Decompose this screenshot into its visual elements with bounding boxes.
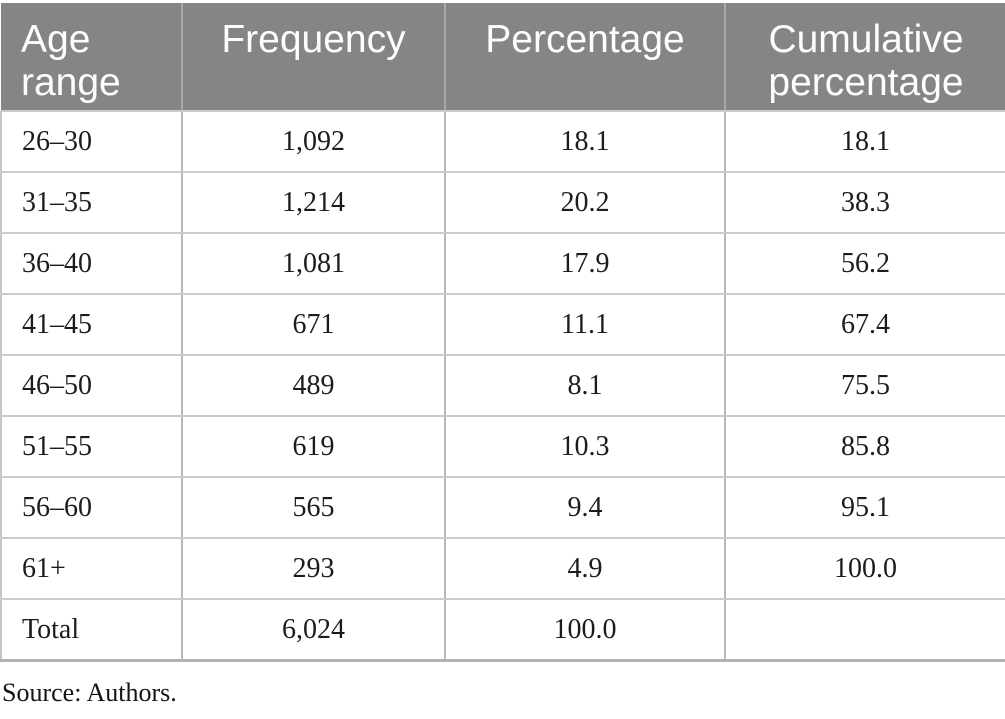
table-row: 46–50 489 8.1 75.5 xyxy=(0,354,1005,417)
table-row: 51–55 619 10.3 85.8 xyxy=(0,415,1005,478)
table-row: 56–60 565 9.4 95.1 xyxy=(0,476,1005,539)
table-cell: 489 xyxy=(181,354,446,417)
table-cell: 75.5 xyxy=(724,354,1005,417)
table-cell: 17.9 xyxy=(444,232,726,295)
table-cell: 67.4 xyxy=(724,293,1005,356)
table-cell: 95.1 xyxy=(724,476,1005,539)
table-cell: 85.8 xyxy=(724,415,1005,478)
table-cell xyxy=(724,598,1005,662)
table-cell: 293 xyxy=(181,537,446,600)
table-cell: 10.3 xyxy=(444,415,726,478)
table-row: 26–30 1,092 18.1 18.1 xyxy=(0,110,1005,173)
header-cell-age-range: Age range xyxy=(1,3,182,112)
table-cell: 18.1 xyxy=(444,110,726,173)
table-cell: 1,092 xyxy=(181,110,446,173)
table-cell: 1,214 xyxy=(181,171,446,234)
table-cell: 1,081 xyxy=(181,232,446,295)
table-row: 31–35 1,214 20.2 38.3 xyxy=(0,171,1005,234)
table-body: 26–30 1,092 18.1 18.1 31–35 1,214 20.2 3… xyxy=(0,110,1005,662)
header-row: Age range Frequency Percentage Cumulativ… xyxy=(1,3,1005,112)
table-row-total: Total 6,024 100.0 xyxy=(0,598,1005,662)
table-cell: 26–30 xyxy=(0,110,183,173)
table-cell: 46–50 xyxy=(0,354,183,417)
table-cell: 56–60 xyxy=(0,476,183,539)
table-cell: 51–55 xyxy=(0,415,183,478)
table-cell: 38.3 xyxy=(724,171,1005,234)
table-cell: 6,024 xyxy=(181,598,446,662)
table-cell: 31–35 xyxy=(0,171,183,234)
table-cell: 11.1 xyxy=(444,293,726,356)
table-cell: 8.1 xyxy=(444,354,726,417)
table-cell: 671 xyxy=(181,293,446,356)
table-cell: 9.4 xyxy=(444,476,726,539)
table-cell: 100.0 xyxy=(444,598,726,662)
table-cell: 61+ xyxy=(0,537,183,600)
table-header: Age range Frequency Percentage Cumulativ… xyxy=(1,3,1005,112)
table-cell: 41–45 xyxy=(0,293,183,356)
source-note: Source: Authors. xyxy=(2,678,177,707)
table-row: 36–40 1,081 17.9 56.2 xyxy=(0,232,1005,295)
table-cell: 36–40 xyxy=(0,232,183,295)
table-cell: 56.2 xyxy=(724,232,1005,295)
age-distribution-table: Age range Frequency Percentage Cumulativ… xyxy=(0,3,1005,662)
table-cell: 18.1 xyxy=(724,110,1005,173)
table-cell: 619 xyxy=(181,415,446,478)
header-cell-frequency: Frequency xyxy=(181,3,445,112)
header-cell-cumulative-percentage: Cumulative percentage xyxy=(724,3,1005,112)
table-cell: 4.9 xyxy=(444,537,726,600)
table-cell: 20.2 xyxy=(444,171,726,234)
table-cell: 100.0 xyxy=(724,537,1005,600)
table-cell: 565 xyxy=(181,476,446,539)
table-row: 41–45 671 11.1 67.4 xyxy=(0,293,1005,356)
table-row: 61+ 293 4.9 100.0 xyxy=(0,537,1005,600)
table-cell: Total xyxy=(0,598,183,662)
header-cell-percentage: Percentage xyxy=(444,3,725,112)
